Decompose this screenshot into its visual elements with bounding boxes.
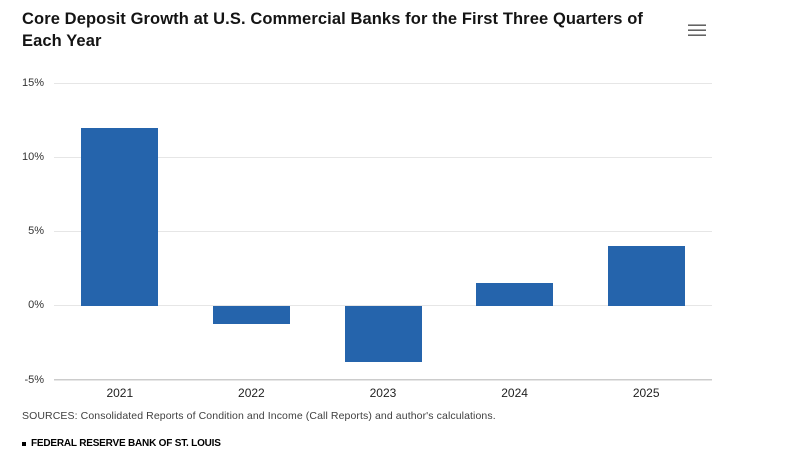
hamburger-icon bbox=[688, 23, 706, 27]
gridline--5% bbox=[54, 379, 712, 381]
bar-2021[interactable] bbox=[81, 127, 159, 306]
y-tick-label: 0% bbox=[28, 299, 44, 312]
sources-note: SOURCES: Consolidated Reports of Conditi… bbox=[22, 410, 496, 422]
y-tick-label: 5% bbox=[28, 225, 44, 237]
footer-branding-text: FEDERAL RESERVE BANK OF ST. LOUIS bbox=[31, 438, 221, 449]
x-tick-label-2024: 2024 bbox=[501, 386, 528, 400]
y-tick-label: -5% bbox=[24, 373, 44, 386]
gridline-15% bbox=[54, 82, 712, 84]
bar-2023[interactable] bbox=[344, 305, 422, 363]
bar-2024[interactable] bbox=[476, 283, 554, 306]
hamburger-icon bbox=[688, 28, 706, 32]
x-tick-label-2023: 2023 bbox=[369, 386, 397, 400]
gridline-5% bbox=[54, 231, 712, 232]
bar-2022[interactable] bbox=[212, 305, 290, 324]
footer-branding: FEDERAL RESERVE BANK OF ST. LOUIS bbox=[22, 438, 221, 449]
y-tick-label: 15% bbox=[21, 76, 44, 89]
chart-title: Core Deposit Growth at U.S. Commercial B… bbox=[22, 10, 643, 50]
square-bullet-icon bbox=[22, 441, 26, 446]
gridline-10% bbox=[54, 156, 712, 158]
x-tick-label-2022: 2022 bbox=[238, 386, 265, 400]
x-tick-label-2021: 2021 bbox=[106, 386, 134, 400]
chart-context-menu-button[interactable] bbox=[685, 18, 711, 42]
bar-2025[interactable] bbox=[607, 246, 685, 306]
y-tick-label: 10% bbox=[21, 150, 44, 163]
x-tick-label-2025: 2025 bbox=[632, 386, 660, 400]
plot-area bbox=[54, 82, 712, 381]
hamburger-icon bbox=[688, 33, 706, 37]
